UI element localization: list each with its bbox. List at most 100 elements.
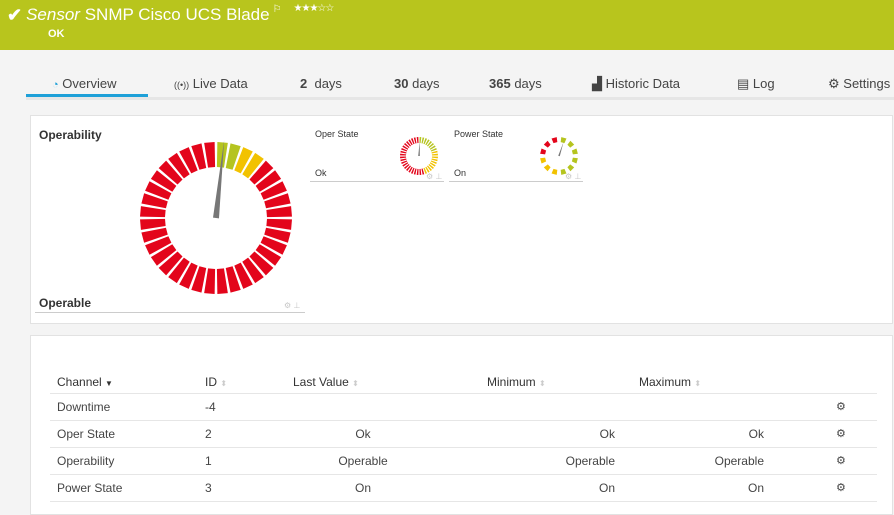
status-text: OK bbox=[48, 28, 65, 40]
gauge-segment bbox=[260, 236, 287, 255]
gauge-settings-pin-icon[interactable]: ⚙ ⊥ bbox=[565, 172, 582, 181]
cell-last-value bbox=[293, 393, 487, 421]
gauge-segment bbox=[266, 218, 292, 230]
gauge-segment bbox=[560, 137, 567, 144]
gauge-segment bbox=[260, 181, 287, 200]
gauge-segment bbox=[255, 244, 282, 266]
flag-icon[interactable]: ⚐ bbox=[272, 4, 282, 15]
oper-state-gauge-label: Oper State bbox=[315, 129, 359, 139]
gauge-segment bbox=[191, 143, 207, 170]
cell-maximum: Ok bbox=[639, 420, 794, 448]
gauge-needle bbox=[418, 141, 420, 157]
gauge-segment bbox=[401, 147, 408, 152]
tab-label: days bbox=[314, 76, 342, 91]
gauge-segment bbox=[179, 147, 198, 174]
cell-channel[interactable]: Oper State bbox=[50, 420, 205, 448]
gear-icon: ⚙ bbox=[828, 76, 840, 91]
gauge-segment bbox=[431, 153, 438, 156]
cell-maximum: On bbox=[639, 474, 794, 502]
cell-channel[interactable]: Downtime bbox=[50, 393, 205, 421]
divider bbox=[310, 181, 444, 182]
tab-365-days[interactable]: 365 days bbox=[489, 76, 542, 91]
gauge-segment bbox=[408, 166, 413, 173]
gauges-panel bbox=[30, 115, 893, 324]
tab-2-days[interactable]: 2 days bbox=[300, 76, 342, 91]
col-last-value[interactable]: Last Value ⬍ bbox=[293, 372, 487, 394]
table-row[interactable]: Operability 1 Operable Operable Operable… bbox=[50, 447, 877, 475]
gauge-segment bbox=[225, 143, 241, 170]
header-title-row: ✔ Sensor SNMP Cisco UCS Blade ⚐ ★★★☆☆ bbox=[7, 3, 335, 26]
channel-settings-icon[interactable]: ⚙ bbox=[794, 474, 877, 502]
table-row[interactable]: Oper State 2 Ok Ok Ok ⚙ bbox=[50, 420, 877, 448]
tab-live-data[interactable]: ((•)) Live Data bbox=[174, 76, 248, 91]
cell-channel[interactable]: Power State bbox=[50, 474, 205, 502]
gauge-segment bbox=[431, 150, 438, 154]
table-row[interactable]: Power State 3 On On On ⚙ bbox=[50, 474, 877, 502]
gauge-icon: ◔ bbox=[52, 79, 59, 91]
last-value-text: Ok bbox=[355, 426, 371, 441]
channel-settings-icon[interactable]: ⚙ bbox=[794, 420, 877, 448]
gauge-segment bbox=[249, 160, 274, 185]
priority-stars[interactable]: ★★★☆☆ bbox=[293, 3, 335, 14]
gauge-segment bbox=[191, 266, 207, 293]
historic-data-icon: ▟ bbox=[592, 76, 602, 91]
gauge-segment bbox=[225, 266, 241, 293]
gauge-segment bbox=[429, 162, 436, 167]
cell-id: 3 bbox=[205, 474, 293, 502]
col-maximum[interactable]: Maximum ⬍ bbox=[639, 372, 794, 394]
cell-minimum: Ok bbox=[487, 420, 639, 448]
gauge-segment bbox=[168, 257, 190, 284]
tab-historic-data[interactable]: ▟ Historic Data bbox=[592, 76, 680, 92]
gauge-segment bbox=[429, 145, 436, 150]
gauge-segment bbox=[543, 140, 551, 148]
tab-overview[interactable]: ◔ Overview bbox=[26, 70, 148, 97]
channel-settings-icon[interactable]: ⚙ bbox=[794, 447, 877, 475]
gauge-segment bbox=[421, 137, 425, 144]
gauge-segment bbox=[431, 156, 438, 159]
oper-state-gauge[interactable] bbox=[397, 134, 441, 178]
tab-log[interactable]: ▤ Log bbox=[737, 76, 775, 92]
col-channel[interactable]: Channel ▼ bbox=[50, 372, 205, 394]
col-id[interactable]: ID ⬍ bbox=[205, 372, 293, 394]
gauge-segment bbox=[427, 141, 432, 147]
sort-icon: ⬍ bbox=[352, 379, 359, 389]
cell-minimum bbox=[487, 393, 639, 421]
gauge-segment bbox=[428, 143, 434, 148]
gauge-segment bbox=[401, 160, 408, 165]
header-label: Channel bbox=[57, 375, 102, 390]
tab-num: 30 bbox=[394, 76, 409, 91]
gauge-segment bbox=[400, 150, 407, 154]
channel-settings-icon[interactable]: ⚙ bbox=[794, 393, 877, 421]
gauge-segment bbox=[421, 168, 425, 175]
tab-30-days[interactable]: 30 days bbox=[394, 76, 440, 91]
gauge-settings-pin-icon[interactable]: ⚙ ⊥ bbox=[284, 301, 301, 310]
sensor-header: ✔ Sensor SNMP Cisco UCS Blade ⚐ ★★★☆☆ OK bbox=[0, 0, 894, 50]
gauge-segment bbox=[430, 160, 437, 165]
gauge-segment bbox=[428, 164, 434, 169]
gauge-segment bbox=[216, 268, 228, 294]
operability-gauge[interactable] bbox=[136, 138, 296, 298]
col-minimum[interactable]: Minimum ⬍ bbox=[487, 372, 639, 394]
cell-channel[interactable]: Operability bbox=[50, 447, 205, 475]
live-data-icon: ((•)) bbox=[174, 80, 190, 90]
gauge-segment bbox=[423, 167, 428, 174]
table-header-row: Channel ▼ ID ⬍ Last Value ⬍ Minimum ⬍ Ma… bbox=[50, 372, 877, 394]
power-state-gauge[interactable] bbox=[538, 135, 580, 177]
cell-minimum: Operable bbox=[487, 447, 639, 475]
gauge-segment bbox=[158, 160, 183, 185]
gauge-segment bbox=[264, 227, 291, 243]
table-row[interactable]: Downtime -4 ⚙ bbox=[50, 393, 877, 421]
gauge-settings-pin-icon[interactable]: ⚙ ⊥ bbox=[426, 172, 443, 181]
gauge-segment bbox=[416, 137, 419, 144]
operability-gauge-label: Operability bbox=[39, 128, 102, 142]
tab-settings[interactable]: ⚙ Settings bbox=[828, 76, 890, 92]
cell-last-value: Ok bbox=[293, 420, 487, 448]
gauge-segment bbox=[416, 168, 419, 175]
col-actions bbox=[794, 372, 877, 394]
header-label: Minimum bbox=[487, 375, 536, 390]
gauge-segment bbox=[431, 158, 438, 162]
log-icon: ▤ bbox=[737, 76, 750, 91]
gauge-segment bbox=[419, 137, 422, 144]
header-label: ID bbox=[205, 375, 217, 390]
cell-id: 2 bbox=[205, 420, 293, 448]
